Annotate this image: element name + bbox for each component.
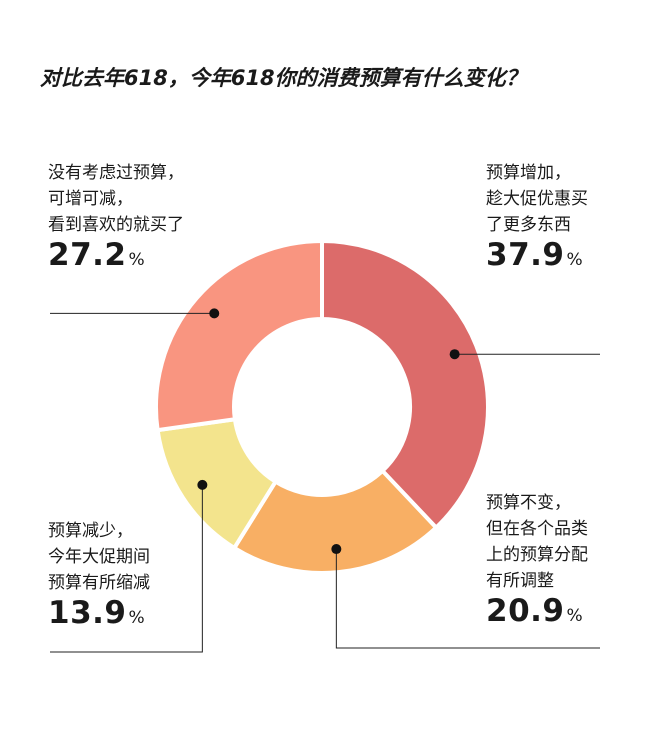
label-no-budget: 没有考虑过预算， 可增可减， 看到喜欢的就买了 27.2 % [48, 160, 184, 273]
leader-dot [209, 308, 220, 319]
label-line: 预算有所缩减 [48, 573, 150, 593]
leader-line [335, 549, 600, 649]
label-line: 了更多东西 [486, 215, 571, 235]
donut-slice [231, 468, 439, 575]
label-line: 预算增加， [486, 163, 571, 183]
leader-line [50, 484, 203, 653]
percent-sign: % [566, 250, 583, 270]
leader-dot [449, 349, 460, 360]
percent-sign: % [566, 606, 583, 626]
leader-dot [331, 544, 342, 555]
donut-slice [320, 238, 490, 531]
label-line: 趁大促优惠买 [486, 189, 588, 209]
value-label: 13.9 [48, 595, 127, 631]
label-budget-decrease: 预算减少， 今年大促期间 预算有所缩减 13.9 % [48, 518, 150, 631]
label-line: 可增可减， [48, 189, 133, 209]
label-line: 上的预算分配 [486, 545, 588, 565]
label-budget-same: 预算不变， 但在各个品类 上的预算分配 有所调整 20.9 % [486, 490, 588, 629]
donut-slice [154, 238, 324, 433]
chart-title: 对比去年618，今年618你的消费预算有什么变化？ [40, 66, 527, 90]
value-label: 37.9 [486, 237, 565, 273]
label-line: 有所调整 [486, 571, 554, 591]
percent-sign: % [128, 250, 145, 270]
label-line: 没有考虑过预算， [48, 163, 184, 183]
label-line: 今年大促期间 [48, 547, 150, 567]
label-line: 但在各个品类 [486, 519, 588, 539]
label-line: 预算减少， [48, 521, 133, 541]
value-label: 27.2 [48, 237, 127, 273]
label-budget-increase: 预算增加， 趁大促优惠买 了更多东西 37.9 % [486, 160, 588, 273]
percent-sign: % [128, 608, 145, 628]
label-line: 看到喜欢的就买了 [48, 215, 184, 235]
value-label: 20.9 [486, 593, 565, 629]
leader-dot [197, 479, 208, 490]
label-line: 预算不变， [486, 493, 571, 513]
